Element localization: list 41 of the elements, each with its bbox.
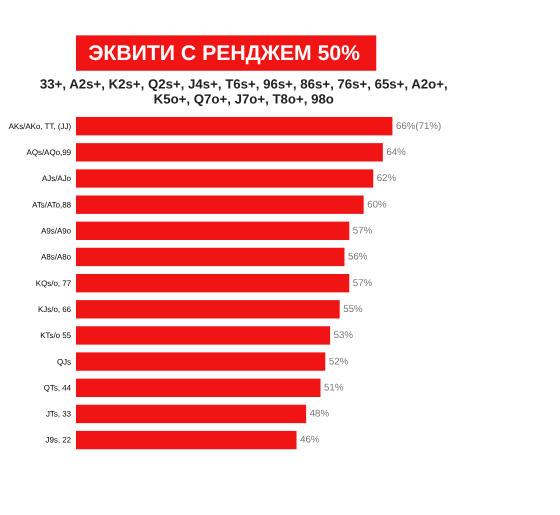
y-tick-label: QJs (56, 357, 72, 366)
data-label: 57% (352, 278, 373, 289)
bar (76, 143, 383, 162)
y-tick-label: A8s/A8o (41, 252, 72, 262)
data-label: 66%(71%) (396, 120, 442, 132)
chart-subtitle: 33+, A2s+, K2s+, Q2s+, J4s+, T6s+, 96s+, 86s+, 76s+, 65s+, A2o+, K5o+, Q7o+, J7o+, T8o+, 98o (40, 76, 448, 106)
data-label: 46% (300, 434, 320, 446)
bar (76, 169, 374, 188)
data-label: 62% (376, 173, 397, 184)
y-tick-label: J9s, 22 (46, 436, 72, 445)
y-tick-label: KJs/o, 66 (38, 304, 72, 314)
y-tick-label: AQs/AQo,99 (26, 148, 72, 157)
y-tick-label: KTs/o 55 (40, 331, 72, 340)
y-tick-label: A9s/A9o (41, 226, 72, 236)
data-label: 55% (343, 304, 364, 315)
data-label: 64% (386, 146, 406, 158)
bar (76, 430, 297, 450)
bar (76, 326, 330, 345)
data-label: 51% (324, 382, 344, 394)
data-label: 60% (367, 199, 387, 210)
bar (76, 116, 392, 136)
data-label: 48% (310, 408, 330, 420)
bar (76, 378, 321, 397)
data-label: 57% (352, 225, 373, 236)
data-label: 56% (348, 252, 368, 263)
data-label: 52% (328, 356, 349, 368)
data-label: 53% (334, 330, 354, 342)
y-tick-label: AJs/AJo (42, 174, 72, 184)
bar (76, 222, 350, 240)
y-tick-label: JTs, 33 (46, 410, 72, 419)
bar (76, 300, 340, 318)
y-tick-label: AKs/AKo, TT, (JJ) (8, 122, 72, 131)
bar (76, 404, 306, 424)
bar (76, 248, 344, 266)
y-tick-label: KQs/o, 77 (36, 278, 72, 288)
y-tick-label: QTs, 44 (44, 383, 72, 392)
chart-title: ЭКВИТИ С РЕНДЖЕМ 50% (88, 42, 360, 66)
bar (76, 195, 364, 214)
bar (76, 274, 350, 292)
y-tick-label: ATs/ATo,88 (32, 200, 72, 210)
bar (76, 352, 326, 371)
